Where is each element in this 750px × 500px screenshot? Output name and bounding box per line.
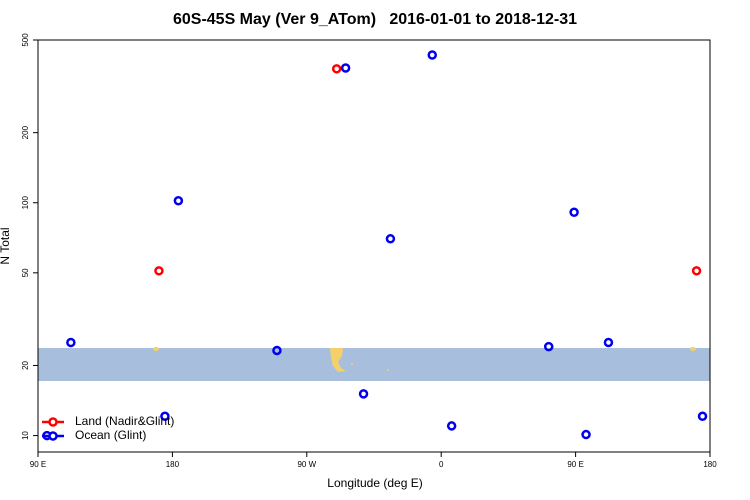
y-tick-label: 100 [21,196,30,210]
data-point [173,195,184,206]
data-point [66,337,76,348]
y-axis-label: N Total [0,227,12,264]
data-point [385,234,396,244]
x-tick-label: 90 E [567,460,583,469]
x-tick-label: 0 [439,460,444,469]
land-shape [387,369,389,371]
data-point [569,207,579,218]
legend-text: Land (Nadir&Glint) [75,414,174,428]
land-shape [153,347,159,351]
land-shape [351,363,353,365]
data-point [581,429,591,440]
x-axis-label: Longitude (deg E) [327,476,422,490]
ocean-band [38,348,710,381]
data-point [697,411,708,422]
land-shape [330,348,346,372]
x-tick-label: 90 E [30,460,46,469]
x-tick-label: 180 [166,460,180,469]
y-tick-label: 50 [21,268,30,277]
data-point [543,341,554,352]
plot-frame [37,39,711,453]
legend-marker [48,431,58,441]
data-point [272,345,282,356]
y-tick-label: 200 [21,125,30,139]
map-strip [38,347,710,381]
data-point [446,421,457,431]
x-tick-label: 180 [703,460,717,469]
data-point [427,50,437,60]
legend: Land (Nadir&Glint)Ocean (Glint) [42,414,174,442]
x-tick-label: 90 W [297,460,316,469]
land-shape [690,347,696,351]
data-point [160,411,170,422]
y-tick-label: 20 [21,360,30,369]
legend-marker [48,417,58,427]
y-tick-label: 500 [21,33,30,47]
legend-text: Ocean (Glint) [75,428,146,442]
data-point [340,63,351,73]
y-tick-label: 10 [21,431,30,440]
data-point [603,337,614,348]
data-point [331,64,342,74]
data-point [154,266,164,276]
data-point [358,389,369,399]
data-point [691,266,702,276]
chart-title: 60S-45S May (Ver 9_ATom) 2016-01-01 to 2… [173,11,577,28]
